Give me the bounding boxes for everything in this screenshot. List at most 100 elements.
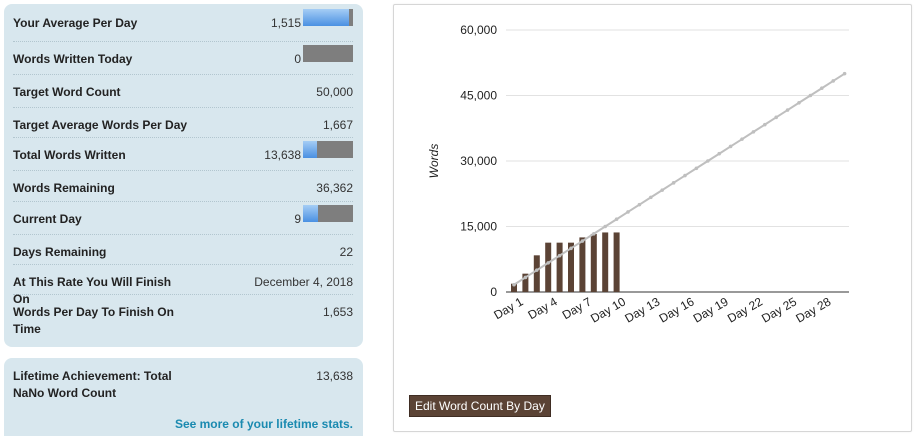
chart-bar bbox=[522, 273, 529, 292]
target-point bbox=[523, 275, 528, 280]
lifetime-label: Lifetime Achievement: Total NaNo Word Co… bbox=[13, 369, 172, 400]
y-axis-ticks: 0 15,000 30,000 45,000 60,000 bbox=[460, 23, 497, 299]
x-tick-label: Day 22 bbox=[725, 294, 765, 325]
chart-bar bbox=[545, 242, 552, 292]
target-point bbox=[660, 188, 664, 192]
progress-bar bbox=[303, 45, 353, 62]
target-point bbox=[808, 93, 813, 98]
chart-bar bbox=[579, 237, 586, 292]
target-point bbox=[614, 217, 619, 222]
stat-value-group: 1,515 bbox=[270, 9, 353, 32]
chart-bars bbox=[511, 232, 620, 292]
stat-words-remaining: Words Remaining 36,362 bbox=[13, 171, 353, 202]
stat-label: Words Written Today bbox=[13, 52, 133, 66]
x-tick-label: Day 19 bbox=[691, 294, 731, 325]
stats-panel: Your Average Per Day 1,515 Words Written… bbox=[4, 4, 363, 347]
x-tick-label: Day 7 bbox=[560, 294, 594, 322]
target-point bbox=[580, 239, 585, 243]
chart-bar bbox=[613, 232, 620, 292]
stat-value: 36,362 bbox=[316, 181, 353, 195]
stat-label: Your Average Per Day bbox=[13, 16, 138, 30]
y-tick-label: 45,000 bbox=[460, 89, 497, 103]
target-point bbox=[512, 282, 516, 287]
target-point bbox=[683, 173, 687, 178]
chart-gridlines bbox=[506, 29, 849, 293]
target-point bbox=[763, 122, 767, 127]
stat-total-words: Total Words Written 13,638 bbox=[13, 138, 353, 171]
chart-bar bbox=[511, 283, 517, 292]
stat-value: December 4, 2018 bbox=[254, 275, 353, 289]
stat-label: Total Words Written bbox=[13, 148, 126, 162]
x-tick-label: Day 16 bbox=[657, 294, 697, 325]
target-point bbox=[671, 181, 676, 185]
stat-value: 50,000 bbox=[316, 85, 353, 99]
x-tick-label: Day 13 bbox=[622, 294, 662, 325]
stat-words-today: Words Written Today 0 bbox=[13, 42, 353, 75]
target-point bbox=[592, 231, 596, 236]
target-point bbox=[557, 253, 562, 258]
target-point bbox=[774, 115, 778, 120]
chart-bar bbox=[568, 242, 574, 292]
target-point bbox=[831, 79, 835, 83]
target-point bbox=[603, 224, 607, 229]
stat-target-word-count: Target Word Count 50,000 bbox=[13, 75, 353, 108]
lifetime-panel: Lifetime Achievement: Total NaNo Word Co… bbox=[4, 358, 363, 436]
target-point bbox=[797, 100, 801, 105]
progress-fill bbox=[303, 141, 317, 158]
progress-fill bbox=[303, 205, 318, 222]
x-tick-label: Day 28 bbox=[793, 294, 833, 325]
target-point bbox=[694, 166, 699, 171]
stat-label: Current Day bbox=[13, 212, 82, 226]
stat-finish-date: At This Rate You Will Finish On December… bbox=[13, 265, 353, 306]
y-tick-label: 0 bbox=[490, 285, 497, 299]
stat-value: 13,638 bbox=[264, 148, 301, 162]
y-tick-label: 15,000 bbox=[460, 220, 497, 234]
chart-bar bbox=[602, 232, 609, 292]
word-count-chart: 0 15,000 30,000 45,000 60,000 Day 1 Day 4 Day … bbox=[427, 23, 849, 326]
target-point bbox=[649, 195, 653, 200]
stat-current-day: Current Day 9 bbox=[13, 202, 353, 235]
chart-lines bbox=[512, 71, 847, 287]
lifetime-value: 13,638 bbox=[316, 369, 353, 383]
stat-label: Words Per Day To Finish On Time bbox=[13, 305, 174, 336]
x-tick-label: Day 4 bbox=[526, 294, 560, 322]
x-tick-label: Day 10 bbox=[588, 294, 628, 325]
target-point bbox=[637, 202, 642, 207]
y-tick-label: 30,000 bbox=[460, 154, 497, 168]
stat-value: 9 bbox=[294, 212, 301, 226]
stat-value: 1,667 bbox=[322, 118, 353, 132]
progress-fill bbox=[303, 9, 349, 26]
stat-label: At This Rate You Will Finish On bbox=[13, 275, 172, 306]
lifetime-row: Lifetime Achievement: Total NaNo Word Co… bbox=[13, 368, 353, 402]
stat-label: Days Remaining bbox=[13, 245, 107, 259]
lifetime-stats-link[interactable]: See more of your lifetime stats. bbox=[174, 417, 353, 431]
chart-bar bbox=[533, 255, 540, 292]
target-point bbox=[546, 261, 550, 265]
stat-value-group: 13,638 bbox=[264, 141, 353, 164]
stat-label: Words Remaining bbox=[13, 181, 115, 195]
stat-value-group: 0 bbox=[294, 45, 353, 68]
stat-average-per-day: Your Average Per Day 1,515 bbox=[13, 6, 353, 42]
chart-bar bbox=[556, 242, 563, 292]
progress-bar bbox=[303, 205, 353, 222]
target-point bbox=[785, 108, 790, 112]
stat-per-day-to-finish: Words Per Day To Finish On Time 1,653 bbox=[13, 295, 353, 343]
stat-target-average: Target Average Words Per Day 1,667 bbox=[13, 108, 353, 138]
stat-label: Target Average Words Per Day bbox=[13, 118, 188, 132]
target-point bbox=[842, 71, 847, 76]
stat-value: 22 bbox=[339, 245, 353, 259]
x-tick-label: Day 25 bbox=[759, 294, 799, 325]
stat-value: 1,653 bbox=[322, 305, 353, 319]
stat-label: Target Word Count bbox=[13, 85, 121, 99]
target-point bbox=[820, 86, 824, 91]
progress-bar bbox=[303, 9, 353, 26]
target-point bbox=[535, 268, 539, 272]
stat-value: 1,515 bbox=[270, 16, 301, 30]
target-point bbox=[751, 130, 756, 134]
stat-days-remaining: Days Remaining 22 bbox=[13, 235, 353, 265]
stat-value-group: 9 bbox=[294, 205, 353, 228]
edit-word-count-button[interactable]: Edit Word Count By Day bbox=[409, 395, 551, 417]
target-point bbox=[740, 137, 744, 141]
word-count-chart-panel: 0 15,000 30,000 45,000 60,000 Day 1 Day 4 Day … bbox=[393, 4, 912, 432]
